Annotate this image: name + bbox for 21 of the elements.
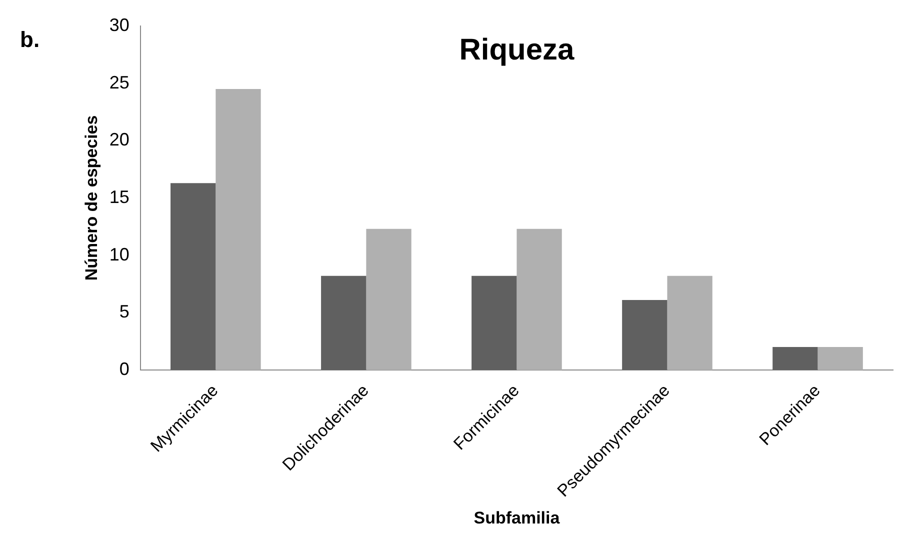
bar [772,347,818,370]
y-tick-label: 5 [119,302,130,322]
y-tick-label: 25 [109,72,130,92]
bar [516,228,562,370]
y-tick-label: 0 [119,358,130,379]
x-axis-title: Subfamilia [474,508,560,528]
chart-title: Riqueza [459,33,575,66]
bar [472,276,517,370]
y-tick-label: 15 [109,186,130,207]
text: b. [20,27,40,52]
y-tick-label: 10 [109,244,130,264]
bar [321,276,366,370]
bar [170,183,216,370]
y-tick-label: 30 [109,14,130,35]
bar [366,228,412,370]
y-axis-title: Número de especies [82,115,101,281]
y-tick-label: 20 [109,130,130,150]
bar [216,89,261,370]
bar [667,276,712,370]
bar [818,347,863,370]
bar [622,300,668,370]
